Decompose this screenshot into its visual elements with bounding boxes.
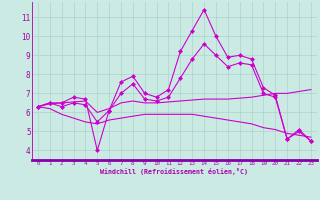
X-axis label: Windchill (Refroidissement éolien,°C): Windchill (Refroidissement éolien,°C) <box>100 168 248 175</box>
